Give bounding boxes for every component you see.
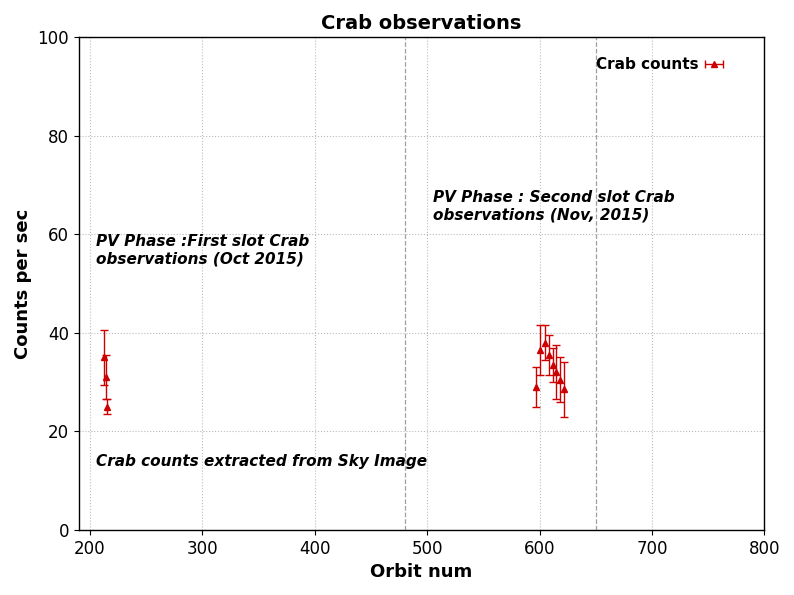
Text: PV Phase :First slot Crab
observations (Oct 2015): PV Phase :First slot Crab observations (… — [95, 234, 309, 267]
Text: Crab counts extracted from Sky Image: Crab counts extracted from Sky Image — [95, 454, 426, 469]
Text: PV Phase : Second slot Crab
observations (Nov, 2015): PV Phase : Second slot Crab observations… — [433, 190, 674, 223]
Y-axis label: Counts per sec: Counts per sec — [13, 208, 32, 359]
Text: Crab counts: Crab counts — [596, 57, 699, 72]
Title: Crab observations: Crab observations — [322, 14, 522, 33]
X-axis label: Orbit num: Orbit num — [371, 563, 472, 581]
